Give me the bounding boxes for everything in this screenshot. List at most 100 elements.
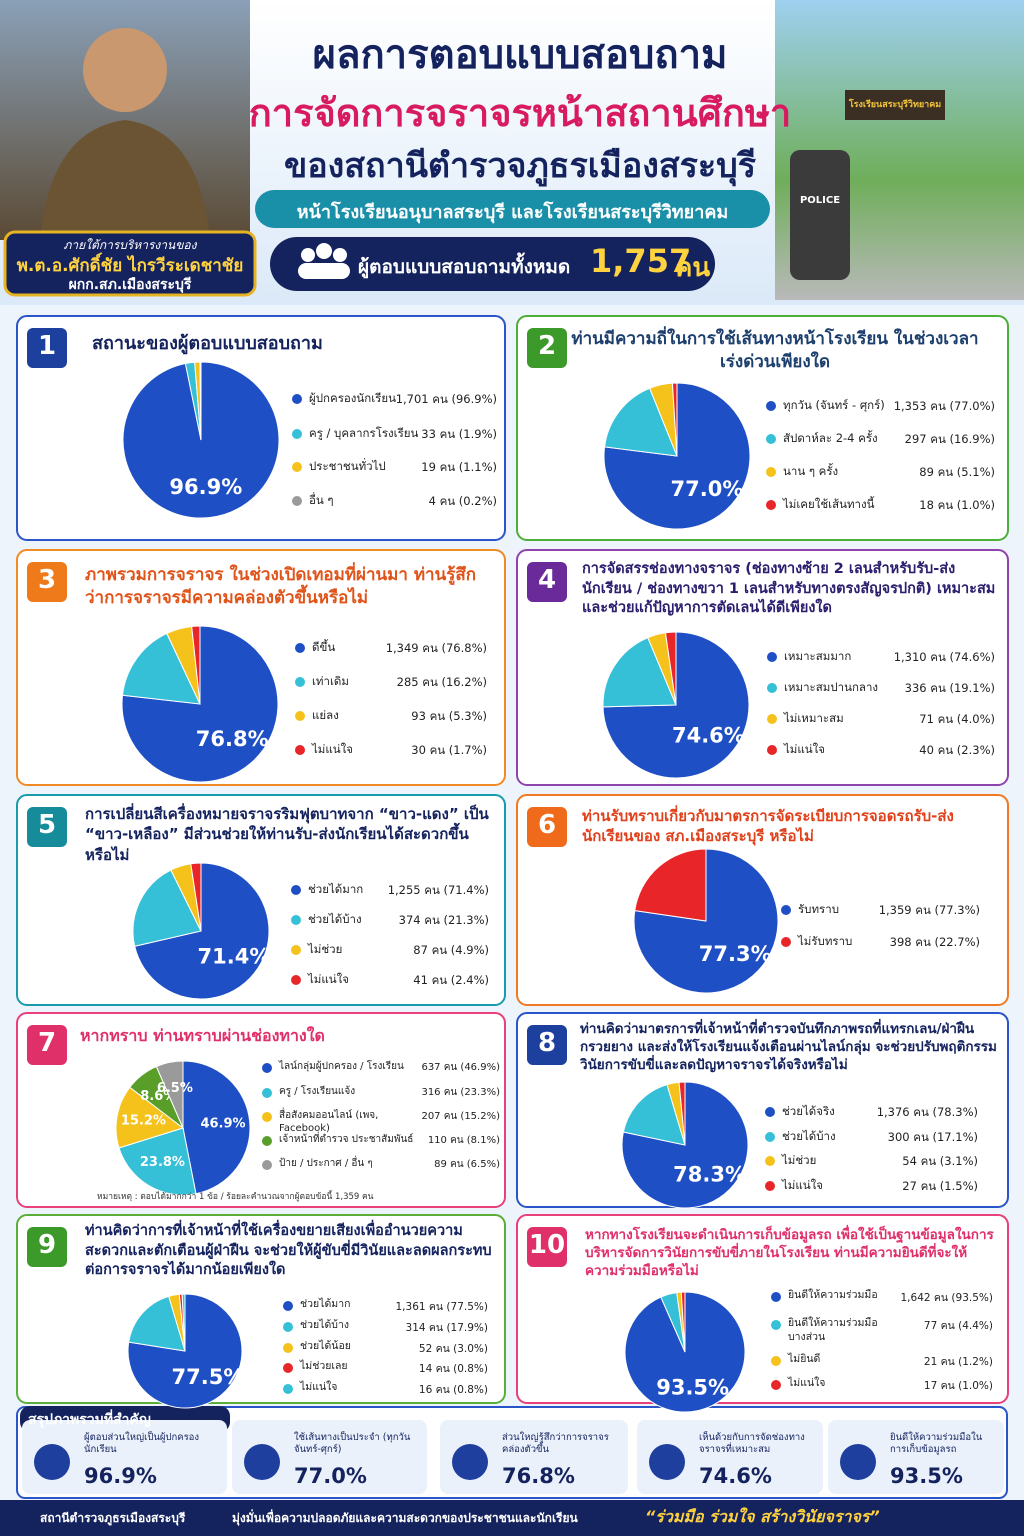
legend-label: ดีขึ้น [312, 640, 336, 654]
legend-detail: 93 คน (5.3%) [411, 709, 487, 723]
legend-detail: 297 คน (16.9%) [904, 432, 995, 446]
legend-label: เจ้าหน้าที่ตำรวจ ประชาสัมพันธ์ [279, 1134, 414, 1145]
panel-number: 7 [37, 1028, 57, 1058]
slice-label: 6.5% [157, 1081, 193, 1096]
legend-dot [766, 401, 776, 411]
summary-card [828, 1420, 1004, 1494]
legend-label: รับทราบ [798, 902, 839, 916]
slice-label: 77.3% [699, 942, 772, 966]
legend-detail: 1,349 คน (76.8%) [385, 641, 487, 655]
legend-dot [283, 1301, 293, 1311]
legend-dot [295, 677, 305, 687]
slice-label: 71.4% [198, 944, 271, 968]
legend-dot [765, 1156, 775, 1166]
summary-icon [34, 1444, 70, 1480]
slice-label: 46.9% [200, 1117, 245, 1132]
legend-label: ผู้ปกครองนักเรียน [309, 391, 396, 405]
chart-note: หมายเหตุ : ตอบได้มากกว่า 1 ข้อ / ร้อยละค… [97, 1192, 374, 1202]
legend-label: ยินดีให้ความร่วมมือ [788, 1289, 878, 1301]
legend-dot [765, 1181, 775, 1191]
legend-dot [262, 1063, 272, 1073]
people-icon [298, 243, 350, 279]
legend-detail: 398 คน (22.7%) [889, 935, 980, 949]
legend-detail: 52 คน (3.0%) [418, 1343, 488, 1355]
legend-detail: 285 คน (16.2%) [396, 675, 487, 689]
panel-title: ท่านมีความถี่ในการใช้เส้นทางหน้าโรงเรียน… [571, 329, 979, 372]
legend-detail: 1,701 คน (96.9%) [395, 392, 497, 406]
slice-label: 77.5% [172, 1365, 245, 1389]
summary-card [232, 1420, 427, 1494]
summary-icon [840, 1444, 876, 1480]
legend-dot [766, 434, 776, 444]
pie-slice [664, 631, 677, 706]
legend-dot [291, 885, 301, 895]
legend-dot [767, 683, 777, 693]
pie-slice [121, 632, 201, 705]
legend-dot [292, 462, 302, 472]
legend-label: ครู / โรงเรียนแจ้ง [279, 1086, 356, 1097]
legend-detail: 87 คน (4.9%) [413, 943, 489, 957]
legend-label: สื่อสังคมออนไลน์ (เพจ, Facebook) [279, 1110, 379, 1134]
pie-slice [680, 1291, 686, 1353]
legend-detail: 33 คน (1.9%) [421, 427, 497, 441]
summary-card [440, 1420, 628, 1494]
legend-label: เหมาะสมปานกลาง [784, 680, 879, 694]
legend-dot [295, 745, 305, 755]
legend-dot [766, 467, 776, 477]
legend-label: สัปดาห์ละ 2-4 ครั้ง [783, 431, 878, 445]
number-badge [527, 1025, 567, 1065]
legend-dot [771, 1292, 781, 1302]
slice-label: 78.3% [673, 1162, 746, 1186]
legend-detail: 27 คน (1.5%) [902, 1179, 978, 1193]
summary-icon [244, 1444, 280, 1480]
legend-dot [292, 394, 302, 404]
legend-dot [767, 714, 777, 724]
legend-label: ประชาชนทั่วไป [309, 459, 386, 473]
panel-number: 5 [37, 810, 57, 840]
legend-detail: 1,376 คน (78.3%) [876, 1105, 978, 1119]
respondents-banner [270, 237, 715, 291]
pie-slice [128, 1295, 186, 1352]
legend-label: อื่น ๆ [309, 493, 334, 507]
subtitle: หน้าโรงเรียนอนุบาลสระบุรี และโรงเรียนสระ… [296, 202, 729, 223]
legend-dot [291, 915, 301, 925]
panel-title: สถานะของผู้ตอบแบบสอบถาม [92, 333, 323, 354]
panel-number: 1 [37, 331, 57, 361]
pie-slice [155, 1060, 184, 1129]
pie-slice [622, 1083, 686, 1146]
legend-detail: 17 คน (1.0%) [923, 1380, 993, 1392]
summary-value: 74.6% [699, 1464, 772, 1488]
legend-detail: 54 คน (3.1%) [902, 1154, 978, 1168]
number-badge [27, 328, 67, 368]
slice-label: 76.8% [196, 727, 269, 751]
number-badge [527, 1227, 567, 1267]
legend-detail: 21 คน (1.2%) [923, 1356, 993, 1368]
number-badge [27, 1025, 67, 1065]
legend-label: ไม่แน่ใจ [300, 1381, 338, 1393]
officer-uniform [40, 120, 210, 240]
legend-detail: 1,255 คน (71.4%) [387, 883, 489, 897]
panel-title: ท่านคิดว่ามาตรการที่เจ้าหน้าที่ตำรวจบันท… [580, 1021, 997, 1074]
legend-dot [283, 1384, 293, 1394]
legend-label: ไม่ช่วย [782, 1153, 817, 1167]
respondents-unit: คน [675, 253, 711, 283]
legend-label: ไม่แน่ใจ [312, 742, 353, 756]
pie-slice [191, 625, 201, 705]
legend-dot [292, 429, 302, 439]
legend-dot [291, 975, 301, 985]
footer-station: สถานีตำรวจภูธรเมืองสระบุรี [40, 1511, 186, 1525]
subtitle-banner [255, 190, 770, 228]
number-badge [527, 807, 567, 847]
legend-dot [295, 643, 305, 653]
panel-number: 8 [537, 1028, 557, 1058]
pie-slice [134, 862, 270, 1000]
number-badge [527, 328, 567, 368]
admin-position: ผกก.สภ.เมืองสระบุรี [68, 277, 192, 293]
title-line: ผลการตอบแบบสอบถาม [312, 32, 728, 78]
admin-intro: ภายใต้การบริหารงานของ [63, 238, 197, 252]
slice-label: 93.5% [656, 1375, 729, 1399]
pie-slice [634, 848, 707, 922]
legend-dot [262, 1088, 272, 1098]
